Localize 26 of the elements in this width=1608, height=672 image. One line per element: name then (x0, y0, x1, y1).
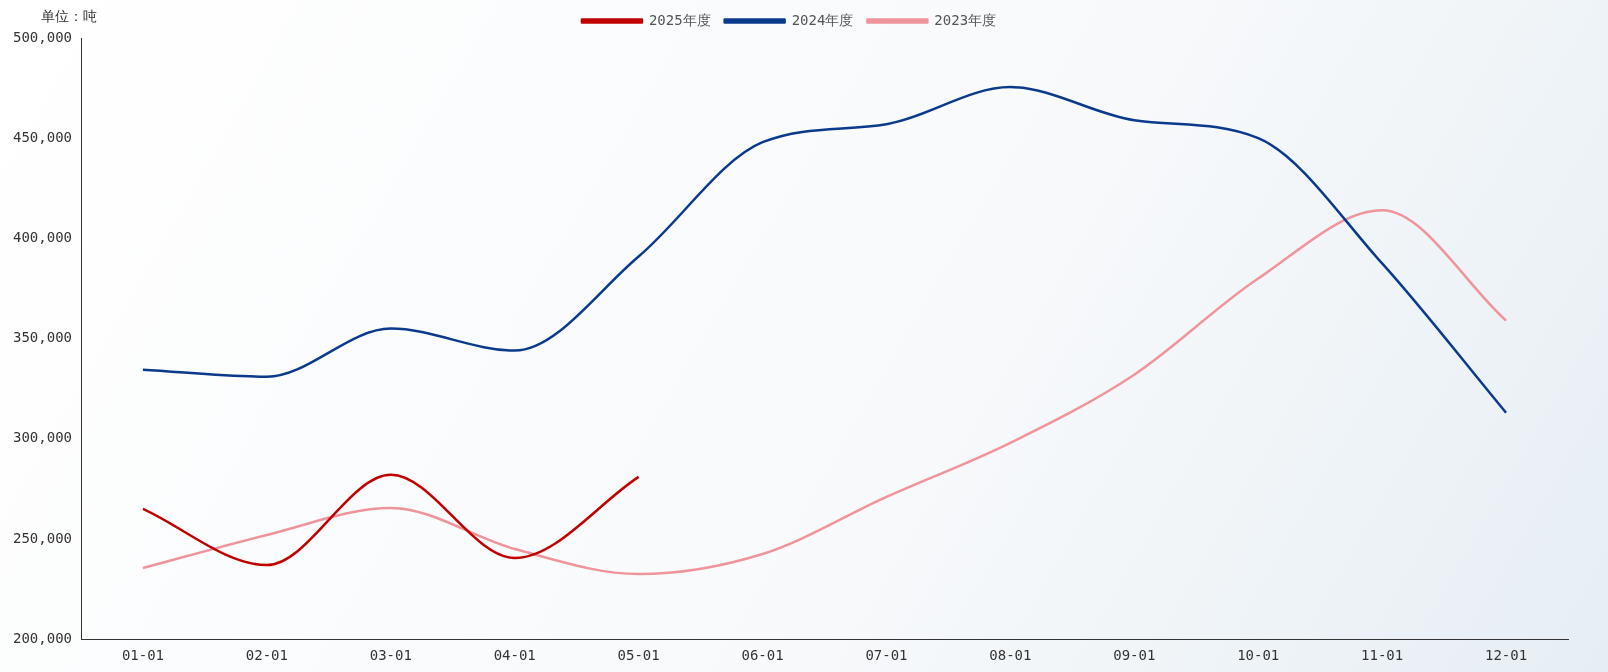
y-tick-label: 400,000 (12, 229, 72, 246)
x-tick-label: 08-01 (989, 647, 1032, 664)
y-tick-label: 450,000 (12, 128, 72, 145)
line-series (141, 209, 1508, 576)
x-tick-label: 06-01 (741, 647, 784, 664)
x-tick-label: 10-01 (1237, 647, 1280, 664)
x-tick-label: 03-01 (369, 647, 412, 664)
line-series (141, 473, 640, 567)
y-tick-label: 300,000 (12, 429, 72, 446)
legend-label: 2024年度 (791, 11, 854, 28)
x-tick-label: 04-01 (493, 647, 536, 664)
legend-label: 2023年度 (934, 11, 997, 28)
x-tick-label: 02-01 (245, 647, 288, 664)
x-tick-label: 01-01 (121, 647, 165, 664)
x-tick-label: 07-01 (865, 647, 908, 664)
line-series (141, 85, 1508, 414)
x-tick-label: 11-01 (1361, 647, 1404, 664)
y-tick-label: 500,000 (12, 28, 72, 45)
x-tick-label: 09-01 (1113, 647, 1156, 664)
y-tick-label: 200,000 (12, 629, 72, 646)
y-tick-label: 350,000 (12, 329, 72, 346)
x-tick-label: 05-01 (617, 647, 660, 664)
legend-label: 2025年度 (648, 11, 711, 28)
y-axis-title: 单位：吨 (41, 7, 97, 24)
x-tick-label: 12-01 (1484, 647, 1528, 664)
y-tick-label: 250,000 (12, 529, 72, 546)
